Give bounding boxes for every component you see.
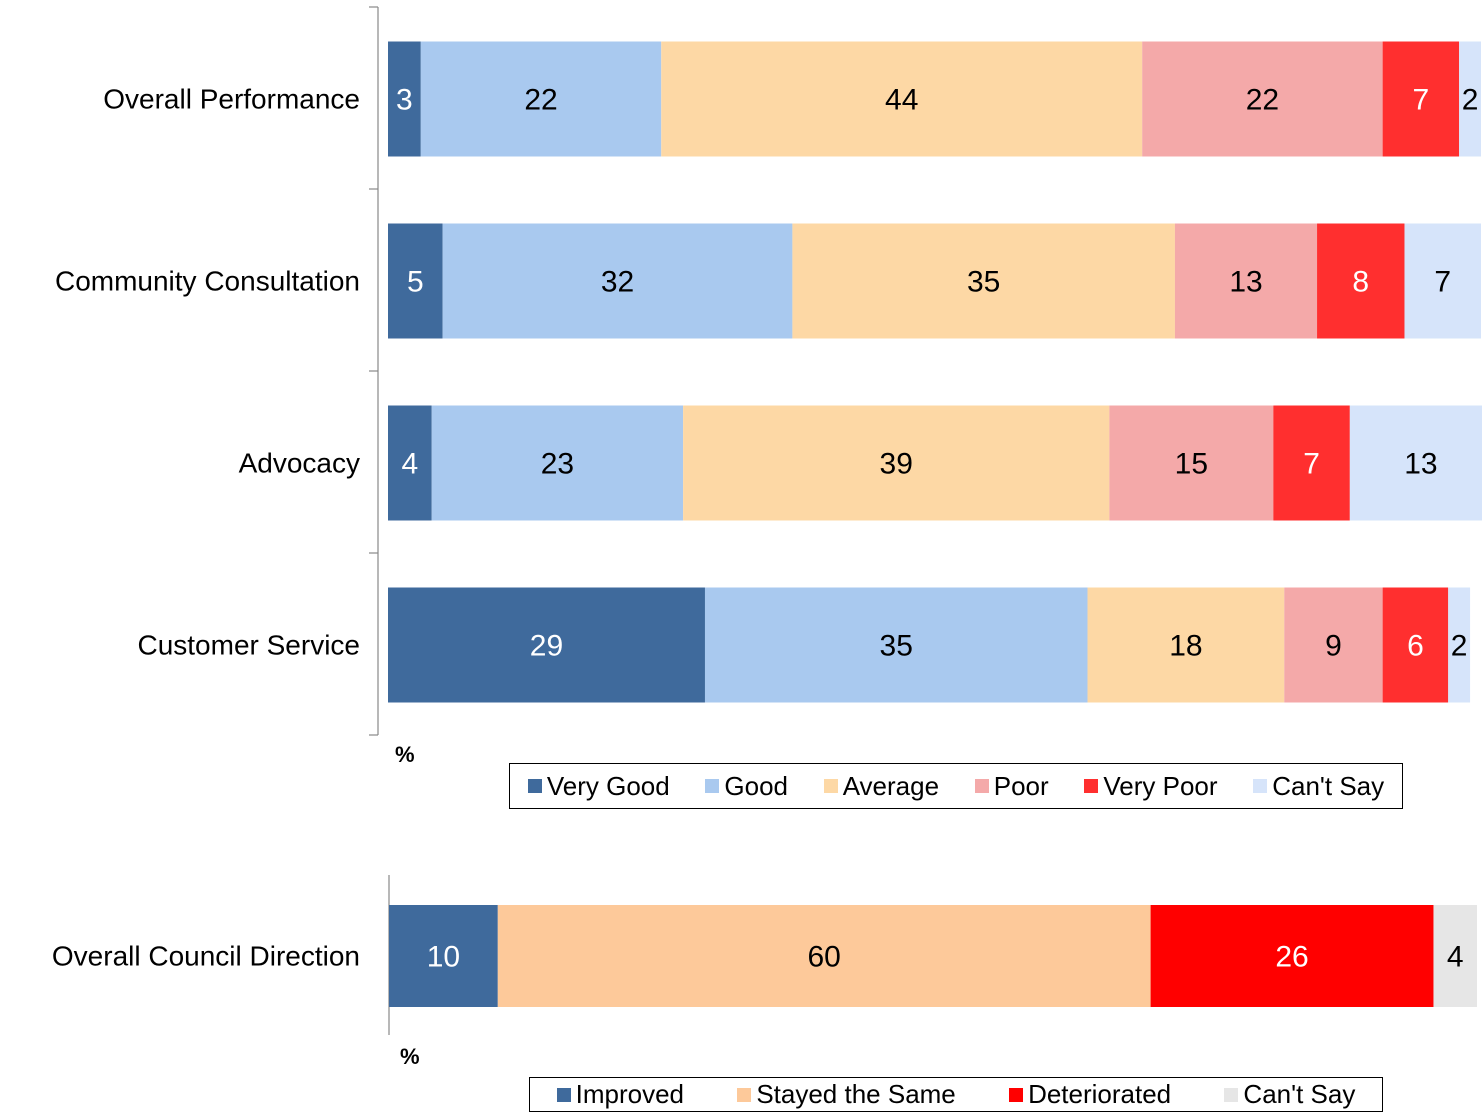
value-label: 2 bbox=[1462, 84, 1479, 117]
legend-item: Deteriorated bbox=[1009, 1079, 1171, 1110]
bar-segment bbox=[388, 587, 705, 703]
bar-segment bbox=[792, 223, 1175, 339]
bar-segment bbox=[683, 405, 1110, 521]
value-label: 8 bbox=[1352, 266, 1369, 299]
bar-segment bbox=[661, 41, 1143, 157]
value-label: 7 bbox=[1303, 448, 1320, 481]
bar-segment bbox=[388, 41, 421, 157]
bar-segment bbox=[1382, 587, 1449, 703]
legend-label: Stayed the Same bbox=[756, 1079, 956, 1109]
bar-segment bbox=[1150, 905, 1434, 1007]
value-label: 7 bbox=[1434, 266, 1451, 299]
bar-segment bbox=[704, 587, 1088, 703]
value-label: 13 bbox=[1404, 448, 1437, 481]
legend: Improved Stayed the Same Deteriorated Can't… bbox=[529, 1077, 1383, 1112]
legend-swatch bbox=[1009, 1087, 1024, 1102]
value-label: 39 bbox=[880, 448, 913, 481]
legend-item: Very Poor bbox=[1084, 770, 1218, 802]
legend-item: Very Good bbox=[527, 770, 670, 802]
bar-segment bbox=[431, 405, 684, 521]
legend-swatch bbox=[527, 779, 542, 793]
value-label: 60 bbox=[808, 941, 841, 974]
bar-segment bbox=[1109, 405, 1274, 521]
bar-segment bbox=[388, 405, 432, 521]
bar-segment bbox=[388, 223, 443, 339]
bar-segment bbox=[1142, 41, 1383, 157]
bar-segment bbox=[1273, 405, 1350, 521]
legend-swatch bbox=[823, 779, 838, 793]
value-label: 15 bbox=[1175, 448, 1208, 481]
bar-segment bbox=[497, 905, 1151, 1007]
legend-item: Average bbox=[823, 770, 940, 802]
value-label: 6 bbox=[1407, 630, 1424, 663]
axis-unit: % bbox=[400, 1044, 420, 1069]
value-label: 44 bbox=[885, 84, 918, 117]
bar-segment bbox=[1087, 587, 1285, 703]
value-label: 32 bbox=[601, 266, 634, 299]
legend-item: Good bbox=[705, 771, 788, 802]
bar-segment bbox=[442, 223, 793, 339]
legend-label: Can't Say bbox=[1243, 1079, 1356, 1109]
bar-segment bbox=[1174, 223, 1318, 339]
legend-swatch bbox=[556, 1087, 571, 1102]
category-label: Advocacy bbox=[238, 447, 360, 479]
legend-swatch bbox=[737, 1087, 752, 1102]
value-label: 23 bbox=[541, 448, 574, 481]
legend-label: Improved bbox=[575, 1079, 685, 1109]
legend-label: Can't Say bbox=[1272, 770, 1385, 801]
legend-swatch bbox=[705, 779, 720, 793]
value-label: 7 bbox=[1413, 84, 1430, 117]
legend-item: Poor bbox=[974, 770, 1049, 802]
bar-segment bbox=[420, 41, 662, 157]
value-label: 2 bbox=[1451, 630, 1468, 663]
legend-swatch bbox=[1084, 779, 1099, 793]
value-label: 10 bbox=[427, 941, 460, 974]
value-label: 13 bbox=[1229, 266, 1262, 299]
legend-label: Very Poor bbox=[1103, 770, 1218, 801]
bar-segment bbox=[1459, 41, 1481, 157]
value-label: 18 bbox=[1169, 630, 1202, 663]
category-label: Overall Performance bbox=[103, 83, 360, 115]
legend-item: Stayed the Same bbox=[737, 1079, 956, 1110]
legend-item: Can't Say bbox=[1253, 771, 1384, 802]
value-label: 26 bbox=[1275, 941, 1308, 974]
legend-label: Very Good bbox=[546, 770, 670, 801]
legend-label: Good bbox=[724, 770, 788, 801]
bar-segment bbox=[1448, 587, 1471, 703]
value-label: 3 bbox=[396, 84, 413, 117]
legend-swatch bbox=[1224, 1087, 1239, 1102]
legend-swatch bbox=[1253, 779, 1268, 793]
bar-segment bbox=[1284, 587, 1383, 703]
value-label: 29 bbox=[530, 630, 563, 663]
value-label: 22 bbox=[524, 84, 557, 117]
value-label: 35 bbox=[880, 630, 913, 663]
value-label: 22 bbox=[1246, 84, 1279, 117]
category-label: Overall Council Direction bbox=[51, 940, 360, 972]
value-label: 35 bbox=[967, 266, 1000, 299]
legend-label: Poor bbox=[993, 770, 1049, 801]
bar-segment bbox=[1349, 405, 1482, 521]
value-label: 5 bbox=[407, 266, 424, 299]
legend-label: Deteriorated bbox=[1028, 1079, 1172, 1109]
legend-item: Improved bbox=[556, 1079, 685, 1110]
bar-segment bbox=[1404, 223, 1481, 339]
value-label: 4 bbox=[1447, 941, 1464, 974]
legend-swatch bbox=[974, 779, 989, 793]
legend: Very Good Good Average Poor Very Poor Can't S… bbox=[509, 763, 1403, 809]
legend-item: Can't Say bbox=[1224, 1079, 1355, 1110]
bar-segment bbox=[389, 905, 498, 1007]
category-label: Customer Service bbox=[137, 629, 360, 661]
category-label: Community Consultation bbox=[54, 265, 360, 297]
bar-segment bbox=[1317, 223, 1405, 339]
axis-unit: % bbox=[395, 742, 415, 767]
value-label: 9 bbox=[1325, 630, 1342, 663]
value-label: 4 bbox=[402, 448, 419, 481]
bar-segment bbox=[1382, 41, 1460, 157]
bar-segment bbox=[1433, 905, 1477, 1007]
legend-label: Average bbox=[842, 770, 940, 801]
